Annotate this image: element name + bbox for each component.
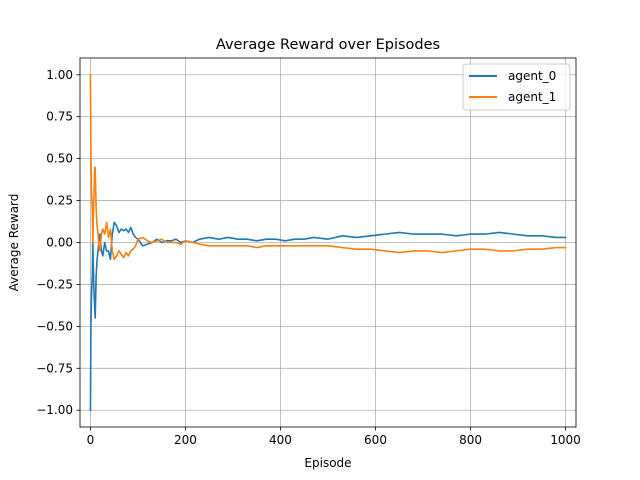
x-tick-label: 200	[174, 433, 197, 447]
y-tick-label: 0.00	[46, 236, 73, 250]
x-axis-label: Episode	[304, 456, 351, 470]
legend: agent_0 agent_1	[462, 63, 571, 111]
y-tick-label: 0.25	[46, 194, 73, 208]
x-tick-label: 800	[459, 433, 482, 447]
legend-label-agent-0: agent_0	[508, 69, 556, 83]
y-tick-label: 0.50	[46, 152, 73, 166]
y-tick-label: 0.75	[46, 110, 73, 124]
y-tick-label: −1.00	[36, 403, 73, 417]
series-line-agent-1	[89, 73, 567, 261]
series-layer	[89, 73, 567, 412]
y-tick-label: 1.00	[46, 68, 73, 82]
x-tick-label: 0	[87, 433, 95, 447]
y-axis-label: Average Reward	[7, 194, 21, 292]
ticks: 0 200 400 600 800 1000 −1.00 −0.75 −0.50 −0.25 0.0…	[36, 68, 581, 447]
y-tick-label: −0.25	[36, 277, 73, 291]
x-tick-label: 1000	[550, 433, 581, 447]
legend-label-agent-1: agent_1	[508, 90, 556, 104]
y-tick-label: −0.50	[36, 319, 73, 333]
y-tick-label: −0.75	[36, 361, 73, 375]
x-tick-label: 600	[364, 433, 387, 447]
x-tick-label: 400	[269, 433, 292, 447]
chart-title: Average Reward over Episodes	[216, 37, 440, 53]
